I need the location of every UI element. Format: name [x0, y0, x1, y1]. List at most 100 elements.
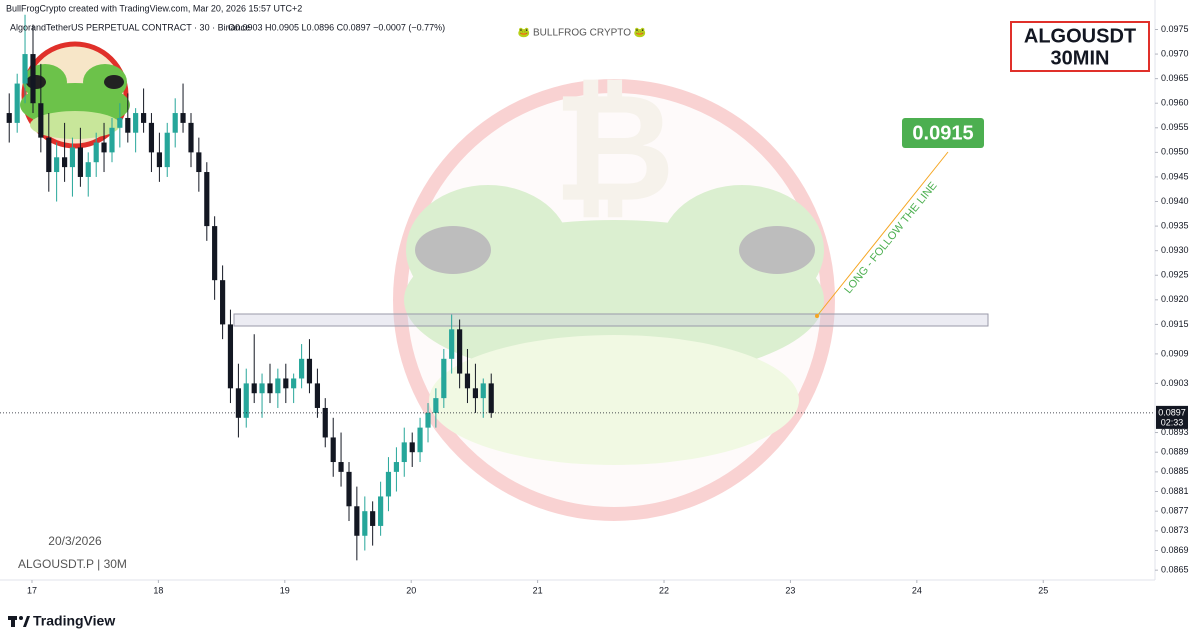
candle-body	[338, 462, 344, 472]
candle-body	[46, 137, 52, 173]
candle-body	[141, 113, 147, 123]
candle-body	[291, 378, 297, 389]
countdown: 02:33	[1161, 417, 1184, 427]
candle-body	[109, 127, 115, 153]
candle-body	[354, 506, 360, 536]
candle-body	[314, 383, 321, 408]
candle-body	[85, 162, 91, 177]
watermark-frog: ₿	[393, 64, 835, 521]
candle-body	[378, 496, 384, 526]
candle-body	[464, 373, 471, 389]
date-text: 20/3/2026	[48, 534, 102, 548]
y-tick-label: 0.0945	[1161, 171, 1189, 181]
badge-line: ALGOUSDT	[1024, 25, 1136, 47]
candle-body	[133, 113, 139, 133]
candle-body	[346, 471, 352, 507]
candle-body	[283, 378, 289, 389]
target-anchor	[815, 314, 819, 318]
y-tick-label: 0.0877	[1161, 506, 1189, 516]
x-tick-label: 21	[533, 585, 543, 595]
last-price-label: 0.0897	[1158, 407, 1186, 417]
candle-body	[180, 113, 186, 123]
candle-body	[441, 358, 447, 399]
target-line	[816, 151, 949, 317]
svg-text:₿: ₿	[553, 64, 675, 232]
legend: AlgorandTetherUS PERPETUAL CONTRACT · 30…	[10, 22, 250, 32]
candle-body	[22, 54, 28, 84]
y-tick-label: 0.0889	[1161, 447, 1189, 457]
candle-body	[409, 442, 415, 453]
y-tick-label: 0.0869	[1161, 545, 1189, 555]
candle-body	[259, 383, 265, 394]
candle-body	[54, 157, 60, 173]
candle-body	[457, 329, 463, 374]
candle-body	[77, 147, 83, 177]
badge-line: 30MIN	[1051, 47, 1110, 69]
candle-body	[6, 113, 12, 123]
x-tick-label: 17	[27, 585, 37, 595]
x-tick-label: 24	[912, 585, 922, 595]
candle-body	[362, 511, 368, 536]
y-tick-label: 0.0925	[1161, 270, 1189, 280]
candle-body	[401, 442, 407, 463]
credit: BullFrogCrypto created with TradingView.…	[6, 3, 302, 13]
candle-body	[330, 437, 336, 463]
candle-body	[251, 383, 257, 394]
annotation: LONG - FOLLOW THE LINE	[842, 180, 939, 296]
candle-body	[433, 398, 439, 413]
candle-body	[417, 427, 423, 453]
y-tick-label: 0.0970	[1161, 48, 1189, 58]
candle-body	[69, 147, 76, 168]
candle-body	[227, 324, 234, 389]
candle-body	[204, 172, 210, 227]
candle-body	[30, 54, 36, 104]
candle-body	[188, 122, 194, 153]
candle-body	[275, 378, 281, 394]
x-tick-label: 22	[659, 585, 669, 595]
logo-frog	[20, 41, 130, 149]
candle-body	[196, 152, 202, 173]
y-tick-label: 0.0865	[1161, 565, 1189, 575]
candle-body	[472, 388, 479, 399]
candle-body	[393, 462, 400, 472]
candle-body	[449, 329, 455, 359]
brand-logo	[8, 616, 30, 627]
y-tick-label: 0.0950	[1161, 147, 1189, 157]
symbol-text: ALGOUSDT.P | 30M	[18, 557, 127, 571]
candle-body	[425, 412, 431, 428]
x-tick-label: 25	[1038, 585, 1048, 595]
candle-body	[125, 117, 131, 133]
y-tick-label: 0.0955	[1161, 122, 1189, 132]
target-box	[902, 118, 984, 148]
candle-body	[164, 132, 170, 168]
candle-body	[220, 280, 226, 325]
candle-body	[38, 103, 44, 138]
y-tick-label: 0.0920	[1161, 294, 1189, 304]
x-tick-label: 23	[785, 585, 795, 595]
y-tick-label: 0.0960	[1161, 98, 1189, 108]
target-label: 0.0915	[912, 122, 973, 144]
candle-body	[306, 358, 313, 384]
y-tick-label: 0.0965	[1161, 73, 1189, 83]
candle-body	[172, 113, 178, 133]
y-tick-label: 0.0975	[1161, 24, 1189, 34]
candle-body	[299, 358, 305, 379]
x-tick-label: 19	[280, 585, 290, 595]
candle-body	[117, 117, 123, 128]
y-tick-label: 0.0881	[1161, 486, 1189, 496]
watermark-text: 🐸 BULLFROG CRYPTO 🐸	[518, 27, 646, 39]
y-tick-label: 0.0903	[1161, 378, 1189, 388]
y-tick-label: 0.0893	[1161, 427, 1189, 437]
y-tick-label: 0.0940	[1161, 196, 1189, 206]
y-tick-label: 0.0915	[1161, 319, 1189, 329]
candle-body	[101, 142, 107, 153]
x-tick-label: 18	[153, 585, 163, 595]
candle-body	[156, 152, 162, 168]
x-tick-label: 20	[406, 585, 416, 595]
y-tick-label: 0.0873	[1161, 525, 1189, 535]
y-tick-label: 0.0909	[1161, 348, 1189, 358]
y-tick-label: 0.0885	[1161, 466, 1189, 476]
y-tick-label: 0.0930	[1161, 245, 1189, 255]
candle-body	[480, 383, 486, 399]
